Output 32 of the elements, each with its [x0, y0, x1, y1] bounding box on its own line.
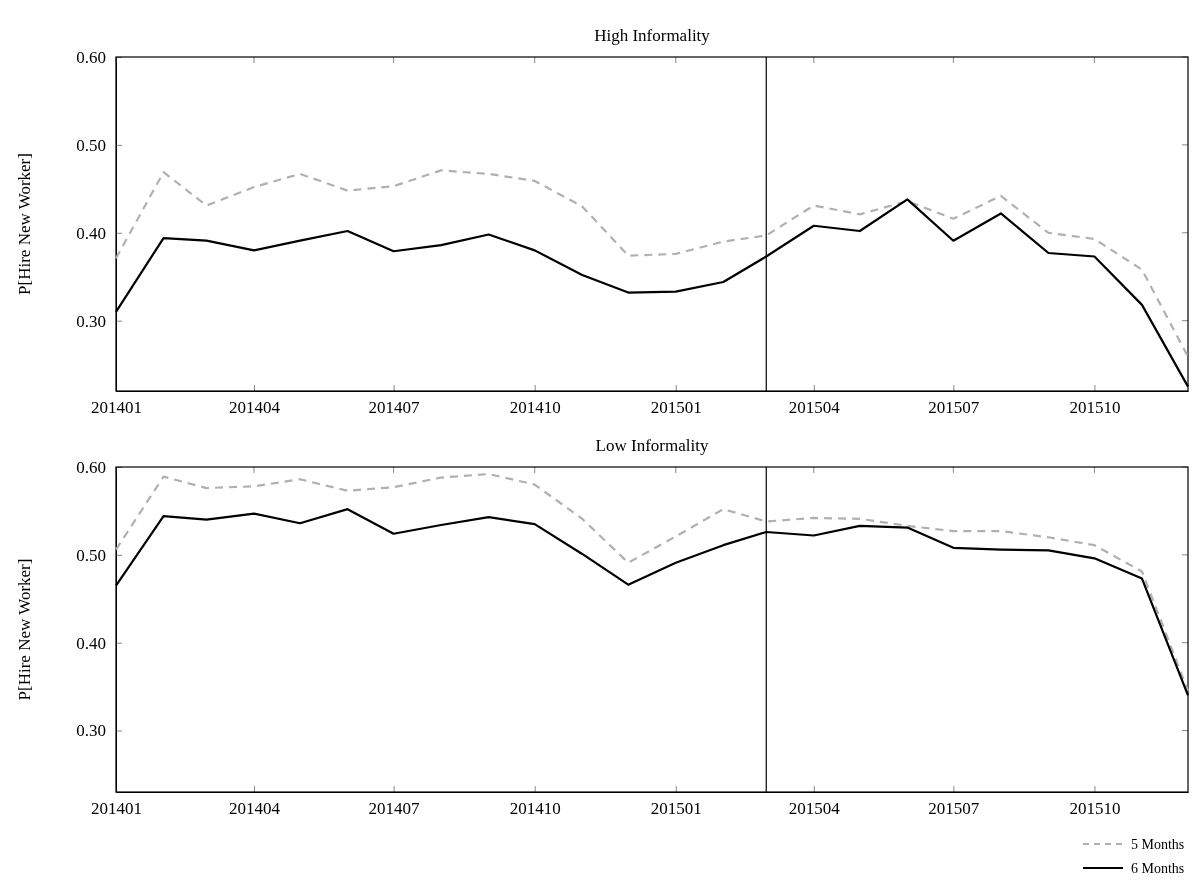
- x-tick-label: 201507: [928, 799, 980, 819]
- y-axis-title: P[Hire New Worker]: [15, 153, 34, 295]
- y-tick-label: 0.50: [76, 135, 106, 155]
- x-tick-label: 201501: [650, 799, 702, 819]
- x-tick-label: 201407: [368, 398, 421, 418]
- x-tick-label: 201501: [650, 398, 702, 418]
- x-tick-label: 201510: [1069, 799, 1121, 819]
- y-tick-label: 0.30: [76, 721, 106, 741]
- x-tick-label: 201507: [928, 398, 980, 418]
- x-tick-label: 201404: [229, 398, 281, 418]
- x-tick-label: 201404: [229, 799, 281, 819]
- chart-title: High Informality: [594, 26, 711, 45]
- y-tick-label: 0.40: [76, 633, 106, 653]
- legend-label: 6 Months: [1131, 861, 1185, 876]
- x-tick-label: 201410: [509, 799, 561, 819]
- y-tick-label: 0.40: [76, 223, 106, 243]
- legend-label: 5 Months: [1131, 837, 1185, 852]
- y-axis-title: P[Hire New Worker]: [15, 558, 34, 701]
- y-tick-label: 0.60: [76, 47, 106, 67]
- x-tick-label: 201401: [91, 398, 142, 418]
- y-tick-label: 0.60: [76, 457, 106, 477]
- line-series: [114, 472, 1190, 693]
- x-tick-label: 201504: [788, 398, 841, 418]
- x-tick-label: 201407: [368, 799, 421, 819]
- y-tick-label: 0.50: [76, 545, 106, 565]
- chart-title: Low Informality: [595, 436, 709, 455]
- x-tick-label: 201510: [1069, 398, 1121, 418]
- y-tick-label: 0.30: [76, 311, 106, 331]
- line-series: [114, 169, 1190, 358]
- x-tick-label: 201410: [509, 398, 561, 418]
- x-tick-label: 201504: [788, 799, 841, 819]
- x-tick-label: 201401: [91, 799, 142, 819]
